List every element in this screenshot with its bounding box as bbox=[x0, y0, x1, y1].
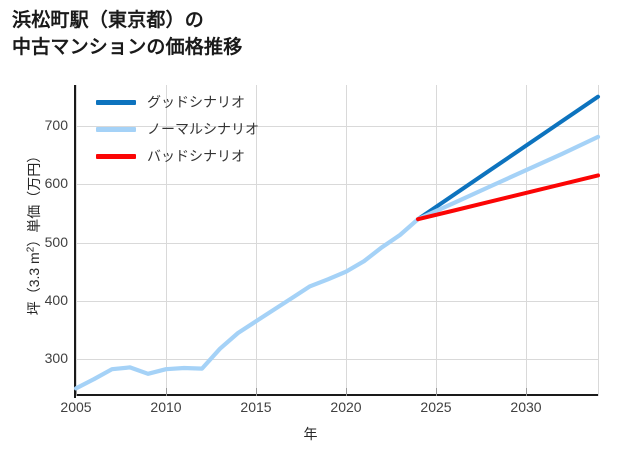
x-axis-tick-label: 2025 bbox=[420, 399, 452, 415]
legend-label: バッドシナリオ bbox=[147, 148, 245, 164]
chart-title-line-2: 中古マンションの価格推移 bbox=[12, 36, 243, 58]
y-axis-tick-label: 600 bbox=[44, 175, 68, 191]
x-axis-tick-mark bbox=[166, 388, 167, 396]
chart-title-line-1: 浜松町駅（東京都）の bbox=[12, 10, 205, 31]
gridline-vertical bbox=[526, 85, 527, 396]
x-axis-tick-label: 2020 bbox=[330, 399, 362, 415]
x-axis-tick-mark bbox=[526, 388, 527, 396]
series-line-good bbox=[416, 94, 600, 222]
line-swatch-normal bbox=[96, 126, 136, 132]
gridline-horizontal bbox=[76, 301, 598, 302]
x-axis-spine bbox=[74, 394, 599, 396]
plot-right-edge bbox=[598, 85, 599, 396]
chart-title: 浜松町駅（東京都）の中古マンションの価格推移 bbox=[12, 8, 572, 62]
chart-legend: グッドシナリオ ノーマルシナリオ バッドシナリオ bbox=[96, 93, 259, 165]
legend-label: ノーマルシナリオ bbox=[147, 121, 259, 137]
x-axis-title: 年 bbox=[303, 426, 318, 442]
line-swatch-good bbox=[96, 99, 136, 105]
series-line-bad bbox=[416, 173, 600, 222]
gridline-horizontal bbox=[76, 184, 598, 185]
gridline-horizontal bbox=[76, 243, 598, 244]
series-line-normal bbox=[73, 134, 601, 391]
x-axis-tick-mark bbox=[346, 388, 347, 396]
y-axis-title-superscript: 2 bbox=[25, 246, 37, 253]
y-axis-title: 坪（3.3 m2）単価（万円） bbox=[24, 82, 44, 382]
gridline-horizontal bbox=[76, 359, 598, 360]
y-axis-title-prefix: 坪（3.3 m bbox=[26, 252, 42, 316]
x-axis-tick-label: 2005 bbox=[60, 399, 92, 415]
line-swatch-bad bbox=[96, 153, 136, 159]
legend-label: グッドシナリオ bbox=[147, 94, 245, 110]
legend-item-bad[interactable]: バッドシナリオ bbox=[96, 147, 259, 165]
y-axis-tick-label: 300 bbox=[44, 350, 68, 366]
x-axis-tick-mark bbox=[436, 388, 437, 396]
y-axis-tick-label: 500 bbox=[44, 234, 68, 250]
y-axis-spine bbox=[74, 85, 76, 398]
gridline-vertical bbox=[76, 85, 77, 396]
gridline-vertical bbox=[346, 85, 347, 396]
legend-item-normal[interactable]: ノーマルシナリオ bbox=[96, 120, 259, 138]
gridline-vertical bbox=[436, 85, 437, 396]
x-axis-tick-label: 2015 bbox=[240, 399, 272, 415]
x-axis-tick-mark bbox=[76, 388, 77, 396]
legend-item-good[interactable]: グッドシナリオ bbox=[96, 93, 259, 111]
y-axis-tick-label: 400 bbox=[44, 292, 68, 308]
x-axis-tick-mark bbox=[256, 388, 257, 396]
gridline-horizontal bbox=[76, 126, 598, 127]
y-axis-title-suffix: ）単価（万円） bbox=[26, 148, 42, 247]
x-axis-tick-label: 2010 bbox=[150, 399, 182, 415]
x-axis-tick-label: 2030 bbox=[510, 399, 542, 415]
y-axis-tick-label: 700 bbox=[44, 117, 68, 133]
